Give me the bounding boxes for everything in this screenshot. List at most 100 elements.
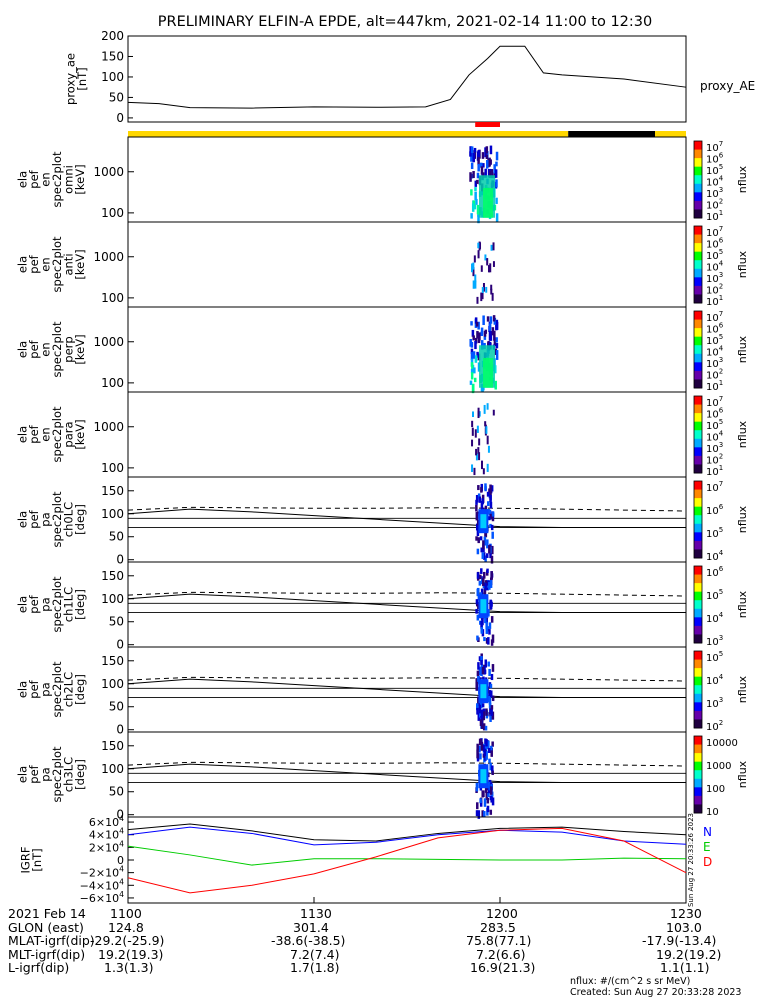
axis-label-line: [deg]	[73, 759, 87, 790]
colorbar-tick-label: 107	[706, 395, 723, 409]
spectrogram-pixel	[481, 292, 484, 300]
colorbar-tick-label: 100	[706, 784, 725, 795]
colorbar-segment	[694, 498, 702, 508]
spectrogram-pixel	[488, 690, 491, 697]
axis-label-line: pef	[27, 594, 41, 613]
colorbar-tick-label: 106	[706, 565, 724, 579]
spectrogram-pixel	[480, 500, 484, 510]
spectrogram-pixel	[477, 601, 480, 610]
spectrogram-pixel	[488, 702, 492, 709]
igrf-line-D	[127, 827, 687, 894]
spectrogram-pixel	[477, 242, 480, 249]
spectrogram-pixel	[476, 670, 480, 677]
spectrogram-pixel	[482, 711, 486, 721]
spectrogram-pixel	[475, 810, 479, 817]
spectrogram-pixel	[473, 147, 477, 153]
spectrogram-pixel	[491, 695, 495, 702]
spectrogram-core	[483, 188, 493, 218]
spectrogram-pixel	[495, 343, 499, 349]
plot-footer: nflux: #/(cm^2 s sr MeV) Created: Sun Au…	[570, 976, 741, 998]
spectrogram-data	[469, 145, 499, 224]
orbit-row-mlt: MLT-igrf(dip) 19.2(19.3) 7.2(7.4) 7.2(6.…	[0, 948, 775, 962]
igrf-side-timestamp: Sun Aug 27 20:33:26 2023	[687, 813, 695, 907]
colorbar-tick-label: 106	[706, 407, 724, 421]
spectrogram-core	[480, 684, 487, 699]
spectrogram-pixel	[488, 695, 492, 705]
colorbar-label: nflux	[736, 250, 749, 278]
spectrogram-pixel	[471, 464, 474, 473]
mlt-value: 19.2(19.2)	[656, 946, 722, 962]
spectrogram-pixel	[480, 588, 484, 596]
spectrogram-pixel	[488, 581, 491, 590]
spectrogram-pixel	[469, 146, 472, 153]
spectrogram-pixel	[476, 614, 480, 621]
spectrogram-pixel	[482, 744, 486, 752]
colorbar-segment	[694, 574, 702, 584]
spectrogram-pixel	[470, 173, 474, 179]
colorbar-segment	[694, 540, 702, 550]
axis-label-line: [nT]	[75, 67, 89, 90]
spectrogram-pixel	[488, 509, 492, 516]
spectrogram-pixel	[495, 161, 498, 167]
colorbar-segment	[694, 685, 702, 695]
colorbar-segment	[694, 158, 702, 168]
spectrogram-pixel	[477, 447, 480, 454]
spectrogram-pixel	[477, 407, 480, 417]
spectrogram-pixel	[472, 262, 475, 270]
spectrogram-pixel	[476, 749, 479, 759]
proxy-ae-series-label: proxy_AE	[700, 79, 755, 93]
spectrogram-core	[483, 358, 493, 388]
spectrogram-pixel	[478, 411, 481, 417]
axis-label-line: pef	[27, 169, 41, 188]
spectrogram-pixel	[476, 351, 479, 358]
spectrogram-pixel	[480, 547, 483, 553]
spectrogram-pixel	[477, 150, 480, 158]
created-timestamp: Created: Sun Aug 27 20:33:28 2023	[570, 987, 742, 998]
spectrogram-pixel	[477, 157, 480, 166]
spectrogram-pixel	[478, 438, 481, 446]
colorbar-frame	[693, 225, 703, 304]
axis-label-line: spec2plot	[50, 491, 64, 548]
colorbar-segment	[694, 532, 702, 542]
spectrogram-pixel	[483, 536, 487, 546]
spectrogram-pixel	[481, 152, 485, 159]
colorbar-tick-label: 101	[706, 209, 723, 223]
spectrogram-pixel	[472, 171, 475, 179]
y-tick-label: 100	[101, 677, 124, 691]
spectrogram-pixel	[484, 744, 488, 753]
colorbar-frame	[693, 735, 703, 814]
colorbar-segment	[694, 744, 702, 754]
spectrogram-pixel	[495, 337, 498, 343]
pitch-angle-panel-colorbar	[693, 650, 703, 729]
colorbar-segment	[694, 676, 702, 686]
spectrogram-pixel	[475, 453, 478, 461]
colorbar-tick-label: 103	[706, 441, 723, 455]
y-tick-label: 100	[101, 592, 124, 606]
spectrogram-pixel	[482, 163, 485, 168]
colorbar-tick-label: 107	[706, 225, 723, 239]
colorbar-tick-label: 101	[706, 379, 723, 393]
axis-label-line: pa	[38, 597, 52, 611]
spectrogram-pixel	[477, 493, 481, 499]
colorbar-segment	[694, 693, 702, 703]
colorbar-tick-label: 107	[706, 480, 723, 494]
colorbar-tick-label: 103	[706, 634, 723, 648]
axis-label-line: ela	[15, 681, 29, 698]
spectrogram-pixel	[486, 586, 489, 591]
spectrogram-pixel	[483, 810, 486, 818]
spectrogram-pixel	[490, 745, 493, 751]
spectrogram-pixel	[483, 588, 487, 597]
axis-label-line: anti	[61, 253, 75, 275]
colorbar-segment	[694, 481, 702, 491]
proxy-ae-ylabel: proxy_ae[nT]	[63, 53, 89, 105]
y-tick-label: 100	[101, 206, 124, 220]
quality-bar-segment-yellow	[655, 131, 686, 137]
spectrogram-pixel	[491, 327, 495, 336]
y-tick-label: 1000	[93, 165, 124, 179]
spectrogram-pixel	[479, 800, 483, 807]
colorbar-tick-label: 105	[706, 588, 723, 602]
colorbar-segment	[694, 625, 702, 635]
spectrogram-data	[475, 738, 495, 819]
